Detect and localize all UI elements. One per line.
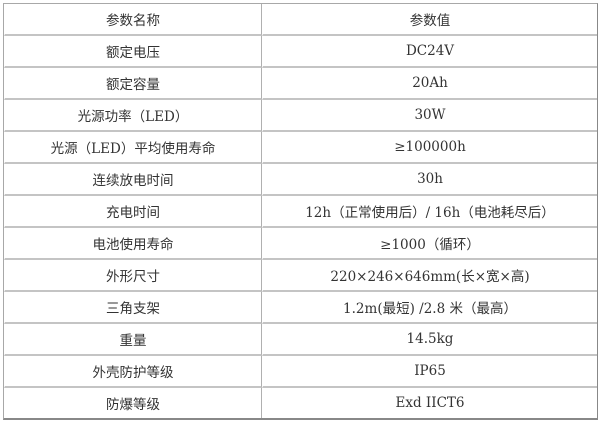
parameter-name-cell: 外形尺寸 bbox=[4, 260, 262, 292]
table-row: 连续放电时间 30h bbox=[4, 164, 597, 196]
parameter-value-cell: 220×246×646mm(长×宽×高) bbox=[262, 260, 597, 292]
parameter-name-cell: 连续放电时间 bbox=[4, 164, 262, 196]
parameter-name-cell: 三角支架 bbox=[4, 292, 262, 324]
parameter-value-cell: ≥1000（循环） bbox=[262, 228, 597, 260]
table-row: 电池使用寿命 ≥1000（循环） bbox=[4, 228, 597, 260]
table-row: 三角支架 1.2m(最短) /2.8 米（最高） bbox=[4, 292, 597, 324]
parameter-name-cell: 充电时间 bbox=[4, 196, 262, 228]
parameter-table: 参数名称 参数值 额定电压 DC24V 额定容量 20Ah 光源功率（LED） 30W 光源… bbox=[3, 3, 598, 420]
parameter-name-cell: 防爆等级 bbox=[4, 388, 262, 418]
parameter-name-cell: 光源功率（LED） bbox=[4, 100, 262, 132]
table-row: 外形尺寸 220×246×646mm(长×宽×高) bbox=[4, 260, 597, 292]
table-row: 额定电压 DC24V bbox=[4, 36, 597, 68]
table-row: 光源（LED）平均使用寿命 ≥100000h bbox=[4, 132, 597, 164]
parameter-name-cell: 额定电压 bbox=[4, 36, 262, 68]
parameter-name-cell: 外壳防护等级 bbox=[4, 356, 262, 388]
parameter-name-cell: 重量 bbox=[4, 324, 262, 356]
table-row: 防爆等级 Exd IICT6 bbox=[4, 388, 597, 418]
table-row: 充电时间 12h（正常使用后）/ 16h（电池耗尽后） bbox=[4, 196, 597, 228]
table-row: 额定容量 20Ah bbox=[4, 68, 597, 100]
parameter-value-cell: 30W bbox=[262, 100, 597, 132]
table-row: 光源功率（LED） 30W bbox=[4, 100, 597, 132]
parameter-value-cell: 30h bbox=[262, 164, 597, 196]
parameter-name-cell: 光源（LED）平均使用寿命 bbox=[4, 132, 262, 164]
parameter-value-cell: DC24V bbox=[262, 36, 597, 68]
table-header-row: 参数名称 参数值 bbox=[4, 4, 597, 36]
header-parameter-value: 参数值 bbox=[262, 4, 597, 36]
parameter-name-cell: 额定容量 bbox=[4, 68, 262, 100]
parameter-value-cell: ≥100000h bbox=[262, 132, 597, 164]
parameter-value-cell: Exd IICT6 bbox=[262, 388, 597, 418]
parameter-value-cell: 1.2m(最短) /2.8 米（最高） bbox=[262, 292, 597, 324]
parameter-value-cell: 12h（正常使用后）/ 16h（电池耗尽后） bbox=[262, 196, 597, 228]
parameter-value-cell: IP65 bbox=[262, 356, 597, 388]
parameter-value-cell: 14.5kg bbox=[262, 324, 597, 356]
header-parameter-name: 参数名称 bbox=[4, 4, 262, 36]
parameter-value-cell: 20Ah bbox=[262, 68, 597, 100]
table-row: 重量 14.5kg bbox=[4, 324, 597, 356]
table-row: 外壳防护等级 IP65 bbox=[4, 356, 597, 388]
parameter-name-cell: 电池使用寿命 bbox=[4, 228, 262, 260]
